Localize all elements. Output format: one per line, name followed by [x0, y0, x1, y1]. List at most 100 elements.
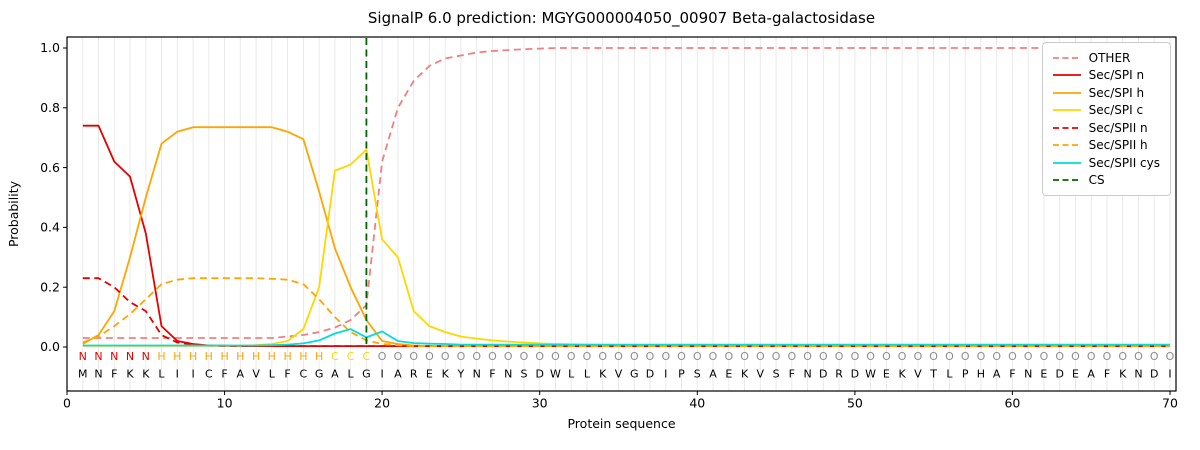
residue-letter: L [946, 368, 953, 381]
residue-letter: F [284, 368, 290, 381]
legend-item-sec-spii-h: Sec/SPII h [1052, 138, 1160, 153]
legend-label: Sec/SPI h [1088, 85, 1145, 100]
legend-label: Sec/SPI c [1088, 103, 1144, 118]
region-label: H [173, 350, 181, 363]
y-tick-label: 1.0 [40, 40, 60, 55]
region-label: O [661, 350, 670, 363]
residue-letter: S [694, 368, 701, 381]
region-label: O [1055, 350, 1064, 363]
x-tick-label: 30 [532, 396, 548, 411]
region-label: O [724, 350, 733, 363]
residue-letter: K [741, 368, 749, 381]
region-label: O [488, 350, 497, 363]
series-line-other [82, 47, 1170, 339]
legend-item-other: OTHER [1052, 51, 1160, 65]
region-label: O [646, 350, 655, 363]
region-label: N [142, 350, 150, 363]
region-label: O [693, 350, 702, 363]
region-label: O [504, 350, 513, 363]
residue-letter: R [410, 368, 418, 381]
region-label: H [283, 350, 291, 363]
region-label: O [630, 350, 639, 363]
region-label: C [363, 350, 371, 363]
legend-item-cs: CS [1052, 173, 1160, 187]
region-label: O [567, 350, 576, 363]
legend-line-sample-icon [1052, 56, 1081, 59]
residue-letter: V [914, 368, 922, 381]
region-label: O [520, 350, 529, 363]
region-label: O [1024, 350, 1033, 363]
residue-letter: Y [457, 368, 465, 381]
region-label: H [252, 350, 260, 363]
region-label: O [882, 350, 891, 363]
region-label: O [992, 350, 1001, 363]
residue-letter: N [504, 368, 512, 381]
residue-letter: D [819, 368, 827, 381]
residue-letter: E [426, 368, 433, 381]
residue-letter: H [977, 368, 985, 381]
region-label: O [677, 350, 686, 363]
region-label: O [394, 350, 403, 363]
residue-letter: K [599, 368, 607, 381]
residue-letter: V [252, 368, 260, 381]
legend-item-sec-spii-cys: Sec/SPII cys [1052, 156, 1160, 170]
region-label: O [1134, 350, 1143, 363]
residue-letter: A [237, 368, 245, 381]
x-tick-label: 0 [63, 396, 71, 411]
residue-letter: N [94, 368, 102, 381]
residue-letter: A [331, 368, 339, 381]
region-label: O [819, 350, 828, 363]
residue-letter: I [380, 368, 383, 381]
y-tick-label: 0.0 [40, 339, 60, 354]
region-label: O [709, 350, 718, 363]
region-label: H [220, 350, 228, 363]
region-label: O [787, 350, 796, 363]
residue-letter: C [300, 368, 308, 381]
legend-item-sec-spii-n: Sec/SPII n [1052, 121, 1160, 135]
x-tick-label: 20 [374, 396, 390, 411]
residue-letter: G [362, 368, 371, 381]
region-label: O [803, 350, 812, 363]
region-label: O [1071, 350, 1080, 363]
region-label: H [268, 350, 276, 363]
region-label: O [1150, 350, 1159, 363]
y-tick-label: 0.4 [40, 220, 60, 235]
region-label: H [236, 350, 244, 363]
legend-item-sec-spi-h: Sec/SPI h [1052, 85, 1160, 100]
y-tick-label: 0.8 [40, 100, 60, 115]
region-label: O [898, 350, 907, 363]
series-line-sec-spi-h [82, 126, 1170, 348]
residue-letter: F [789, 368, 795, 381]
residue-letter: F [489, 368, 495, 381]
residue-letter: I [664, 368, 667, 381]
region-label: O [835, 350, 844, 363]
region-label: H [299, 350, 307, 363]
series-line-sec-spii-cys [82, 328, 1170, 347]
region-label: O [945, 350, 954, 363]
residue-letter: L [269, 368, 276, 381]
residue-letter: K [1119, 368, 1127, 381]
residue-letter: D [535, 368, 543, 381]
residue-letter: A [394, 368, 402, 381]
residue-letter: R [835, 368, 843, 381]
legend-label: Sec/SPII h [1088, 138, 1148, 153]
x-tick-label: 70 [1162, 396, 1178, 411]
region-label: N [110, 350, 118, 363]
region-label: O [551, 350, 560, 363]
series-line-sec-spi-n [82, 124, 1170, 348]
series-line-sec-spii-h [82, 277, 1170, 348]
residue-letter: N [473, 368, 481, 381]
residue-letter: V [615, 368, 623, 381]
legend-line-sample-icon [1052, 91, 1081, 94]
residue-letter: N [803, 368, 811, 381]
legend-line-sample-icon [1052, 161, 1081, 164]
region-label: O [409, 350, 418, 363]
legend-line-sample-icon [1052, 126, 1081, 129]
residue-letter: I [191, 368, 194, 381]
region-label: O [772, 350, 781, 363]
residue-letter: K [898, 368, 906, 381]
residue-letter: D [1150, 368, 1158, 381]
region-label: O [425, 350, 434, 363]
region-label: O [977, 350, 986, 363]
